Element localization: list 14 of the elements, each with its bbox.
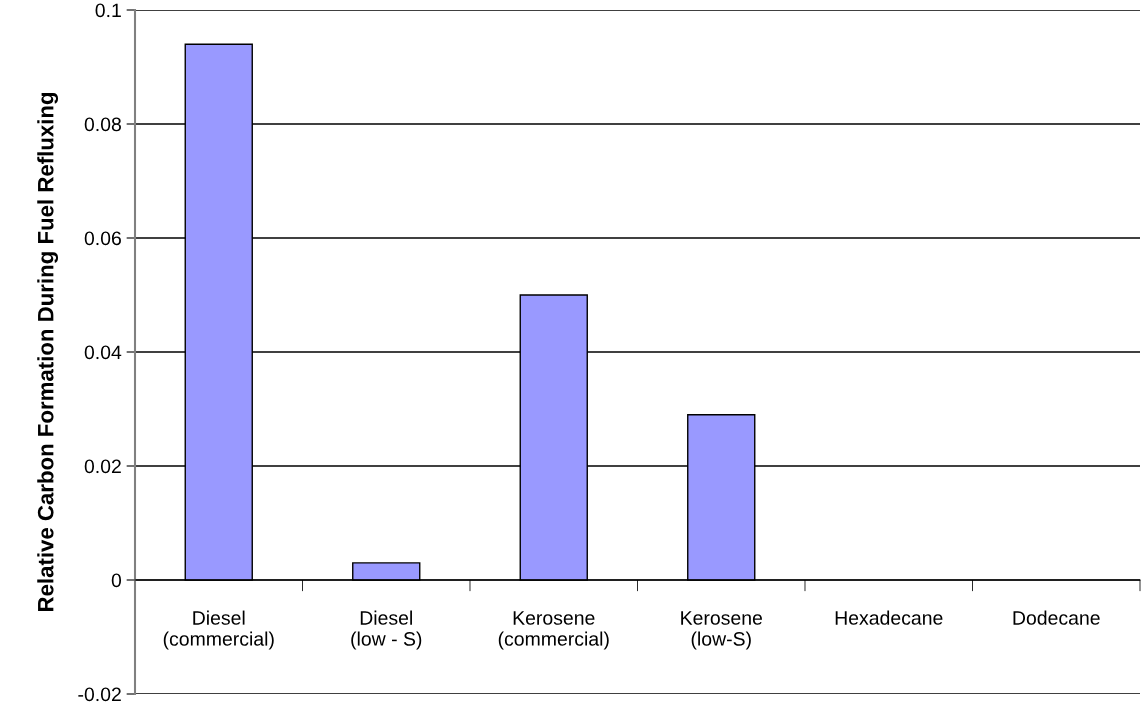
x-tick-label: Kerosene (low-S) <box>681 611 763 650</box>
x-tick-label: Diesel (commercial) <box>163 610 274 650</box>
x-tick-label: Kerosene (commercial) <box>498 611 609 650</box>
y-tick-label: 0.04 <box>84 345 122 360</box>
y-tick-label: -0.02 <box>78 687 121 702</box>
x-tick-label: Hexadecane <box>835 610 943 625</box>
y-tick-label: 0.08 <box>84 117 121 132</box>
y-tick-label: 0.06 <box>84 231 121 246</box>
x-tick-label: Diesel (low - S) <box>351 610 422 650</box>
x-tick-label: Dodecane <box>1013 610 1100 625</box>
y-tick-label: 0.1 <box>95 3 121 18</box>
y-tick-label: 0 <box>111 573 122 588</box>
y-tick-label: 0.02 <box>84 459 121 474</box>
y-axis-title: Relative Carbon Formation During Fuel Refluxing <box>37 92 59 612</box>
